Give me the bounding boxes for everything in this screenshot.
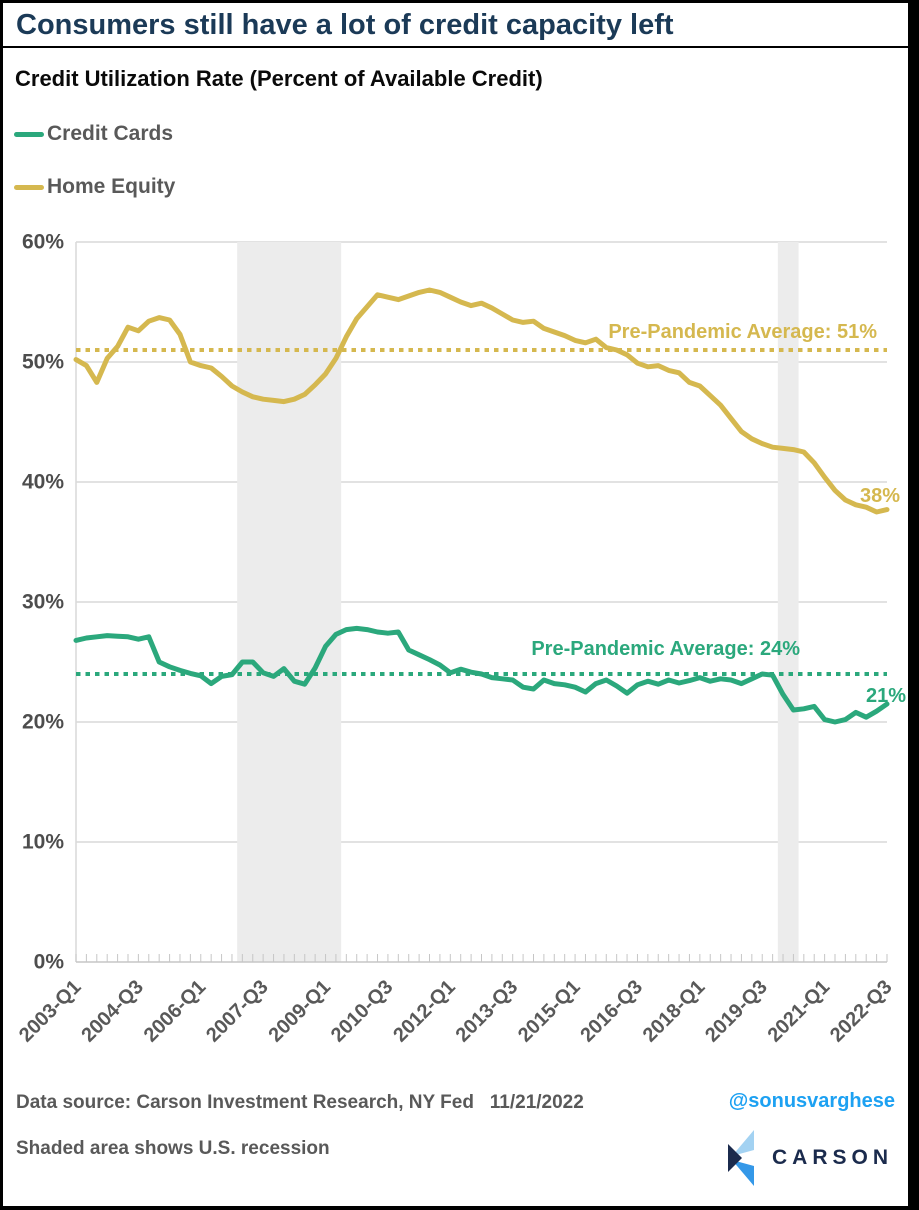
x-axis-label-2022-Q3: 2022-Q3 xyxy=(826,976,897,1047)
title-divider xyxy=(0,46,919,48)
x-axis-label-2004-Q3: 2004-Q3 xyxy=(77,976,148,1047)
home-equity-line-swatch xyxy=(14,184,44,190)
carson-logo: CARSON xyxy=(727,1130,893,1186)
y-axis-label-20%: 20% xyxy=(22,711,64,734)
legend-label-credit-cards: Credit Cards xyxy=(47,122,174,145)
credit-cards-average-annotation: Pre-Pandemic Average: 24% xyxy=(531,638,800,660)
recession-note-text: Shaded area shows U.S. recession xyxy=(16,1138,330,1159)
home-equity-line xyxy=(73,287,890,515)
page-title: Consumers still have a lot of credit cap… xyxy=(16,9,674,41)
x-axis-label-2003-Q1: 2003-Q1 xyxy=(15,976,86,1047)
legend-label-home-equity: Home Equity xyxy=(47,175,176,198)
twitter-handle-link[interactable]: @sonusvarghese xyxy=(728,1090,895,1112)
frame-border-right xyxy=(908,0,919,1210)
frame-border-top xyxy=(0,0,919,3)
carson-logo-wordmark: CARSON xyxy=(771,1146,893,1169)
legend-item-credit-cards: Credit Cards xyxy=(14,120,175,148)
credit-cards-line-swatch xyxy=(14,131,44,137)
x-axis-label-2010-Q3: 2010-Q3 xyxy=(327,976,398,1047)
y-axis-label-10%: 10% xyxy=(22,831,64,854)
legend-item-home-equity: Home Equity xyxy=(14,173,175,201)
x-axis-label-2007-Q3: 2007-Q3 xyxy=(202,976,273,1047)
carson-logo-icon xyxy=(727,1130,754,1186)
x-axis-label-2016-Q3: 2016-Q3 xyxy=(576,976,647,1047)
frame-border-bottom xyxy=(0,1206,919,1210)
home-equity-average-annotation: Pre-Pandemic Average: 51% xyxy=(608,321,877,343)
x-axis-label-2012-Q1: 2012-Q1 xyxy=(389,976,460,1047)
y-axis-label-40%: 40% xyxy=(22,471,64,494)
chart-subtitle: Credit Utilization Rate (Percent of Avai… xyxy=(15,66,543,91)
x-axis-label-2021-Q1: 2021-Q1 xyxy=(764,976,835,1047)
credit-cards-line xyxy=(73,625,890,725)
y-axis-label-50%: 50% xyxy=(22,351,64,374)
y-axis-label-60%: 60% xyxy=(22,231,64,254)
y-axis-label-30%: 30% xyxy=(22,591,64,614)
x-axis-label-2013-Q3: 2013-Q3 xyxy=(452,976,523,1047)
credit-cards-end-value-label: 21% xyxy=(866,685,906,707)
data-source-text: Data source: Carson Investment Research,… xyxy=(16,1092,584,1113)
recession-band-1 xyxy=(237,242,342,962)
x-axis-label-2006-Q1: 2006-Q1 xyxy=(140,976,211,1047)
x-axis-label-2018-Q1: 2018-Q1 xyxy=(639,976,710,1047)
frame-border-left xyxy=(0,0,3,1210)
x-axis-label-2015-Q1: 2015-Q1 xyxy=(514,976,585,1047)
home-equity-end-value-label: 38% xyxy=(860,485,900,507)
y-axis-label-0%: 0% xyxy=(34,951,65,974)
chart-legend: Credit Cards Home Equity xyxy=(14,120,175,226)
recession-band-2 xyxy=(777,242,799,962)
x-axis-label-2009-Q1: 2009-Q1 xyxy=(264,976,335,1047)
x-axis-label-2019-Q3: 2019-Q3 xyxy=(701,976,772,1047)
